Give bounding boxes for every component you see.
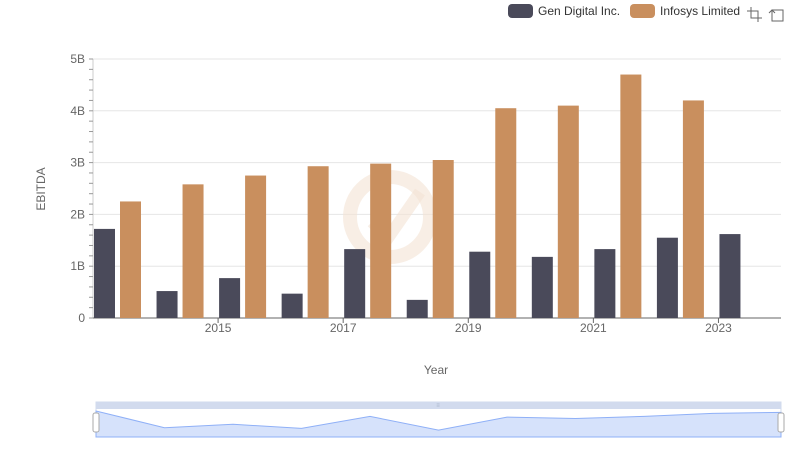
bar-gen-digital[interactable] — [656, 237, 678, 318]
restore-icon[interactable] — [768, 6, 786, 24]
legend-item-infosys[interactable]: Infosys Limited — [630, 4, 740, 18]
bar-gen-digital[interactable] — [219, 278, 241, 318]
zoom-grip-icon[interactable]: ≡ — [436, 403, 440, 409]
y-tick-label: 0 — [78, 311, 85, 325]
y-tick-label: 1B — [70, 259, 85, 273]
x-tick-label: 2017 — [330, 321, 357, 335]
zoom-preview-area — [95, 410, 782, 438]
bar-gen-digital[interactable] — [719, 234, 741, 318]
zoom-handle-right[interactable] — [777, 412, 785, 433]
bar-infosys[interactable] — [432, 160, 454, 318]
y-tick-label: 2B — [70, 207, 85, 221]
zoom-slider-track[interactable] — [96, 402, 781, 409]
legend-swatch-gen-digital — [508, 4, 533, 18]
bar-gen-digital[interactable] — [94, 228, 115, 318]
bar-infosys[interactable] — [557, 105, 579, 319]
bar-infosys[interactable] — [620, 74, 642, 318]
y-tick-label: 4B — [70, 104, 85, 118]
bar-gen-digital[interactable] — [531, 256, 553, 318]
y-tick-label: 5B — [70, 52, 85, 66]
bar-infosys[interactable] — [120, 201, 141, 318]
bar-infosys[interactable] — [182, 184, 204, 318]
bar-gen-digital[interactable] — [406, 299, 428, 318]
bar-infosys[interactable] — [245, 175, 267, 318]
legend-item-gen-digital[interactable]: Gen Digital Inc. — [508, 4, 620, 18]
bar-gen-digital[interactable] — [469, 251, 491, 318]
bar-infosys[interactable] — [370, 163, 392, 318]
y-tick-label: 3B — [70, 156, 85, 170]
y-axis-title: EBITDA — [34, 167, 48, 210]
toolbox — [746, 6, 786, 24]
x-tick-label: 2021 — [580, 321, 607, 335]
bar-gen-digital[interactable] — [344, 249, 366, 318]
bar-gen-digital[interactable] — [281, 293, 303, 318]
legend-swatch-infosys — [630, 4, 656, 18]
bar-infosys[interactable] — [495, 108, 517, 319]
x-axis-title: Year — [424, 363, 448, 377]
x-tick-label: 2023 — [705, 321, 732, 335]
zoom-handle-left[interactable] — [92, 412, 100, 433]
bars — [94, 74, 741, 319]
legend-label-infosys: Infosys Limited — [660, 4, 741, 18]
zoom-icon[interactable] — [746, 6, 764, 24]
x-axis: 2015 2017 2019 2021 2023 — [93, 317, 781, 335]
bar-infosys[interactable] — [307, 166, 329, 318]
x-tick-label: 2019 — [455, 321, 482, 335]
y-axis: 0 1B 2B 3B 4B 5B — [70, 52, 94, 325]
data-zoom-slider[interactable]: ≡ — [92, 401, 785, 438]
x-tick-label: 2015 — [205, 321, 232, 335]
bar-gen-digital[interactable] — [156, 291, 178, 318]
bar-infosys[interactable] — [682, 100, 704, 318]
bar-gen-digital[interactable] — [594, 249, 616, 318]
legend: Gen Digital Inc. Infosys Limited — [508, 4, 750, 18]
legend-label-gen-digital: Gen Digital Inc. — [538, 4, 621, 18]
